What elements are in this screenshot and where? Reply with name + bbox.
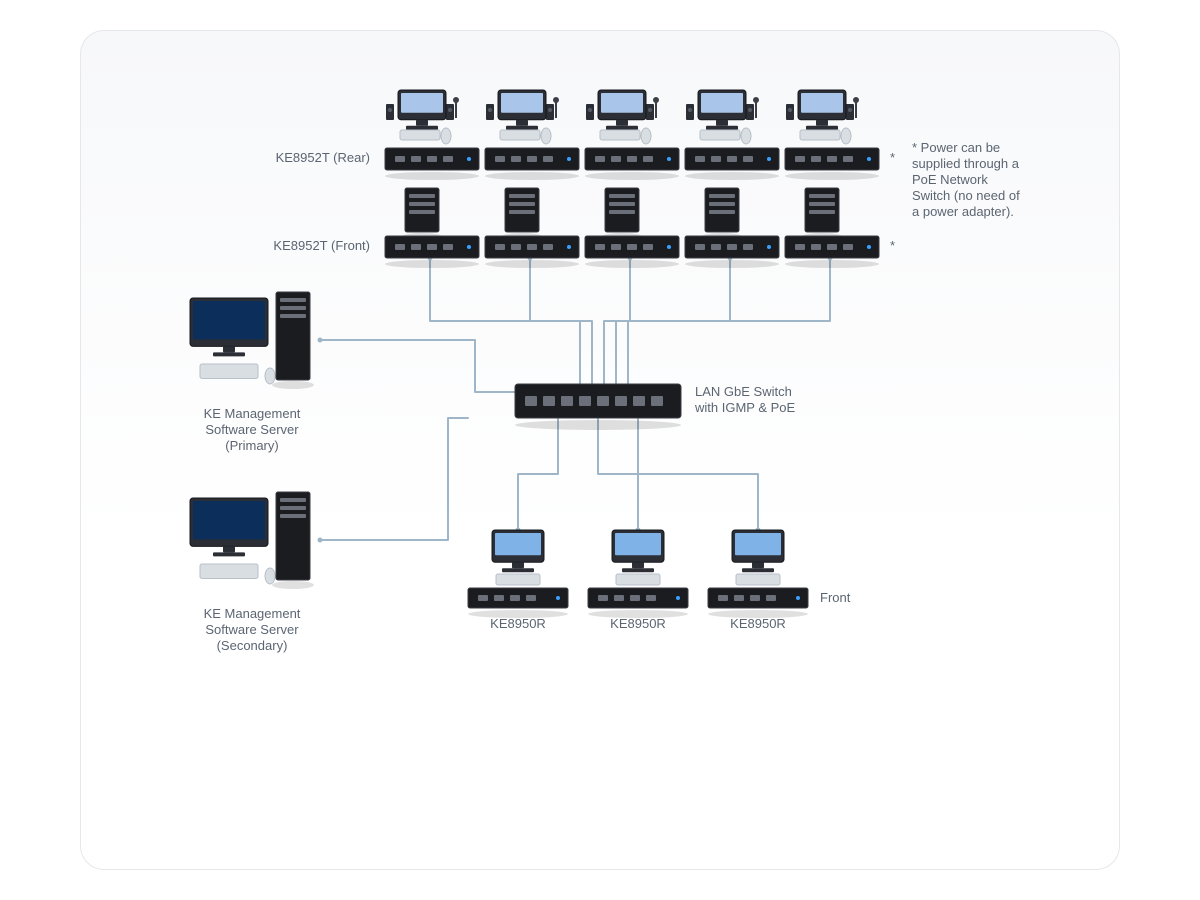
poe-note-line: Switch (no need of — [912, 188, 1020, 203]
monitor-icon — [492, 530, 544, 572]
switch-icon — [515, 384, 681, 430]
receiver-icon — [468, 530, 568, 618]
monitor-icon — [598, 90, 646, 130]
diagram-svg: KE8952T (Rear) KE8952T (Front) * * * Power c… — [0, 0, 1200, 900]
server-secondary — [190, 492, 314, 589]
monitor-icon — [612, 530, 664, 572]
receivers — [468, 530, 808, 618]
server-primary-label-line: KE Management — [204, 406, 301, 421]
switch — [515, 384, 681, 430]
tower-icon — [272, 292, 314, 389]
server-primary — [190, 292, 314, 389]
receiver-rack-icon — [468, 588, 568, 618]
monitor-icon — [732, 530, 784, 572]
asterisk-front: * — [890, 238, 895, 253]
front-unit-icon — [785, 236, 879, 268]
tower-icon — [501, 188, 543, 241]
server-secondary-label-line: Software Server — [205, 622, 299, 637]
server-secondary-label-line: KE Management — [204, 606, 301, 621]
receiver-label: KE8950R — [730, 616, 786, 631]
monitor-icon — [798, 90, 846, 130]
top-workstations — [386, 90, 859, 144]
poe-note-line: PoE Network — [912, 172, 988, 187]
receiver-icon — [588, 530, 688, 618]
front-units — [385, 236, 879, 268]
receiver-rack-icon — [708, 588, 808, 618]
workstation-icon — [386, 90, 459, 144]
front-tag: Front — [820, 590, 851, 605]
workstation-icon — [686, 90, 759, 144]
tower-icon — [272, 492, 314, 589]
rear-row-label: KE8952T (Rear) — [276, 150, 370, 165]
rear-unit-icon — [385, 148, 479, 180]
server-primary-label-line: (Primary) — [225, 438, 278, 453]
rear-unit-icon — [685, 148, 779, 180]
receiver-label: KE8950R — [490, 616, 546, 631]
workstation-icon — [786, 90, 859, 144]
workstation-icon — [190, 292, 314, 389]
switch-label-line: LAN GbE Switch — [695, 384, 792, 399]
workstation-icon — [586, 90, 659, 144]
monitor-icon — [190, 498, 268, 556]
asterisk-rear: * — [890, 150, 895, 165]
towers — [401, 188, 843, 241]
tower-icon — [601, 188, 643, 241]
receiver-label: KE8950R — [610, 616, 666, 631]
monitor-icon — [498, 90, 546, 130]
workstation-icon — [486, 90, 559, 144]
workstation-icon — [190, 492, 314, 589]
front-unit-icon — [485, 236, 579, 268]
rear-unit-icon — [485, 148, 579, 180]
server-secondary-label-line: (Secondary) — [217, 638, 288, 653]
receiver-icon — [708, 530, 808, 618]
switch-label-line: with IGMP & PoE — [694, 400, 796, 415]
monitor-icon — [398, 90, 446, 130]
poe-note-line: supplied through a — [912, 156, 1020, 171]
monitor-icon — [190, 298, 268, 356]
monitor-icon — [698, 90, 746, 130]
tower-icon — [401, 188, 443, 241]
server-primary-label-line: Software Server — [205, 422, 299, 437]
poe-note-line: a power adapter). — [912, 204, 1014, 219]
rear-units — [385, 148, 879, 180]
front-unit-icon — [585, 236, 679, 268]
rear-unit-icon — [785, 148, 879, 180]
front-row-label: KE8952T (Front) — [273, 238, 370, 253]
poe-note-line: * Power can be — [912, 140, 1000, 155]
tower-icon — [701, 188, 743, 241]
rear-unit-icon — [585, 148, 679, 180]
front-unit-icon — [385, 236, 479, 268]
front-unit-icon — [685, 236, 779, 268]
tower-icon — [801, 188, 843, 241]
receiver-rack-icon — [588, 588, 688, 618]
